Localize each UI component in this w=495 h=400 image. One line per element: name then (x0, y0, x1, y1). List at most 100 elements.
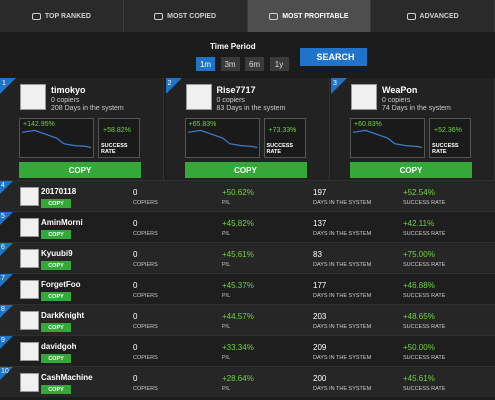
trader-name[interactable]: Kyuubi9 (41, 249, 73, 258)
rank: 6 (1, 244, 5, 251)
days-label: DAYS IN THE SYSTEM (313, 355, 372, 361)
copy-label: COPY (48, 293, 64, 300)
days-value: 209 (313, 343, 327, 352)
success-box: +52.36% SUCCESS RATE (429, 118, 471, 158)
pl-value: +50.62% (222, 188, 254, 197)
copy-button[interactable]: COPY (41, 323, 71, 332)
copy-button[interactable]: COPY (184, 162, 307, 178)
copiers-label: COPIERS (133, 200, 158, 206)
trader-name[interactable]: 20170118 (41, 187, 77, 196)
pl-label: P/L (222, 293, 231, 299)
days: 74 Days in the system (382, 105, 451, 112)
tab-label: MOST COPIED (167, 12, 217, 20)
trader-name[interactable]: davidgoh (41, 342, 77, 351)
pl-value: +142.95% (23, 121, 55, 128)
success-label: SUCCESS RATE (403, 324, 446, 330)
days-label: DAYS IN THE SYSTEM (313, 262, 372, 268)
copiers-label: COPIERS (133, 231, 158, 237)
rank-corner (165, 78, 182, 94)
success-value: +52.36% (434, 127, 462, 134)
trader-card: 1 timokyo 0 copiers 208 Days in the system +… (0, 78, 164, 180)
copy-label: COPY (48, 200, 64, 207)
copy-label: COPY (399, 165, 423, 175)
trader-name[interactable]: WeaPon (382, 85, 418, 95)
trader-name[interactable]: DarkKnight (41, 311, 85, 320)
success-label: SUCCESS RATE (403, 293, 446, 299)
copy-button[interactable]: COPY (350, 162, 472, 178)
tab[interactable]: MOST COPIED (123, 0, 248, 32)
sparkline-path (21, 129, 92, 149)
copy-button[interactable]: COPY (41, 261, 71, 270)
success-label: SUCCESS RATE (403, 231, 446, 237)
trader-row: 4 20170118 COPY 0 COPIERS +50.62% P/L 197 DAYS I… (0, 180, 495, 211)
rank-corner (0, 274, 13, 287)
avatar (185, 84, 212, 110)
rank-corner (0, 243, 13, 256)
tab[interactable]: TOP RANKED (0, 0, 124, 32)
avatar (20, 84, 46, 110)
days-value: 197 (313, 188, 327, 197)
copiers-label: COPIERS (133, 324, 158, 330)
avatar (20, 249, 39, 268)
days-value: 200 (313, 374, 327, 383)
avatar (20, 187, 39, 206)
copy-label: COPY (48, 231, 64, 238)
copy-button[interactable]: COPY (41, 230, 71, 239)
copy-button[interactable]: COPY (19, 162, 141, 178)
trader-name[interactable]: timokyo (51, 85, 86, 95)
pl-label: P/L (222, 200, 231, 206)
pl-value: +45.37% (222, 281, 254, 290)
pl-label: P/L (222, 262, 231, 268)
tab-icon (406, 12, 416, 20)
copy-button[interactable]: COPY (41, 354, 71, 363)
copiers-value: 0 (133, 219, 138, 228)
rank: 4 (1, 182, 5, 189)
trader-name[interactable]: AminMorni (41, 218, 83, 227)
trader-row: 10 CashMachine COPY 0 COPIERS +28.64% P/L 200 DA… (0, 366, 495, 397)
rank-corner (0, 181, 13, 194)
success-label: SUCCESS RATE (432, 143, 459, 155)
copy-button[interactable]: COPY (41, 199, 71, 208)
trader-row: 9 davidgoh COPY 0 COPIERS +33.34% P/L 209 DAYS I… (0, 335, 495, 366)
tab[interactable]: ADVANCED (371, 0, 495, 32)
copy-label: COPY (48, 386, 64, 393)
pl-value: +44.57% (222, 312, 254, 321)
copiers-value: 0 (133, 281, 138, 290)
sparkline (21, 129, 92, 149)
trader-name[interactable]: ForgetFoo (41, 280, 81, 289)
time-period-label: Time Period (210, 42, 256, 51)
copy-label: COPY (48, 324, 64, 331)
tab[interactable]: MOST PROFITABLE (247, 0, 372, 32)
copy-button[interactable]: COPY (41, 292, 71, 301)
rank: 10 (1, 368, 9, 375)
period-button[interactable]: 1m (196, 57, 215, 71)
success-value: +52.54% (403, 188, 435, 197)
tab-label: TOP RANKED (44, 12, 91, 20)
days-value: 83 (313, 250, 322, 259)
trader-name[interactable]: CashMachine (41, 373, 93, 382)
success-value: +48.65% (403, 312, 435, 321)
success-value: +42.11% (403, 219, 435, 228)
period-button[interactable]: 3m (220, 57, 240, 71)
tab-label: ADVANCED (419, 12, 459, 20)
success-value: +46.88% (403, 281, 435, 290)
days-label: DAYS IN THE SYSTEM (313, 231, 372, 237)
sparkline-path (352, 129, 423, 149)
search-label: SEARCH (316, 52, 355, 62)
period-button[interactable]: 6m (245, 57, 264, 71)
pl-chart: +142.95% (19, 118, 94, 158)
copiers-label: COPIERS (133, 355, 158, 361)
success-value: +58.82% (103, 127, 131, 134)
avatar (20, 280, 39, 299)
copy-button[interactable]: COPY (41, 385, 71, 394)
trader-name[interactable]: Rise7717 (216, 85, 256, 95)
copy-label: COPY (48, 262, 64, 269)
tab-icon (154, 12, 164, 20)
period-button[interactable]: 1y (269, 57, 289, 71)
search-button[interactable]: SEARCH (300, 48, 367, 66)
tab-icon (269, 12, 279, 20)
days: 83 Days in the system (216, 105, 286, 112)
success-label: SUCCESS RATE (403, 386, 446, 392)
rank: 3 (333, 80, 337, 87)
